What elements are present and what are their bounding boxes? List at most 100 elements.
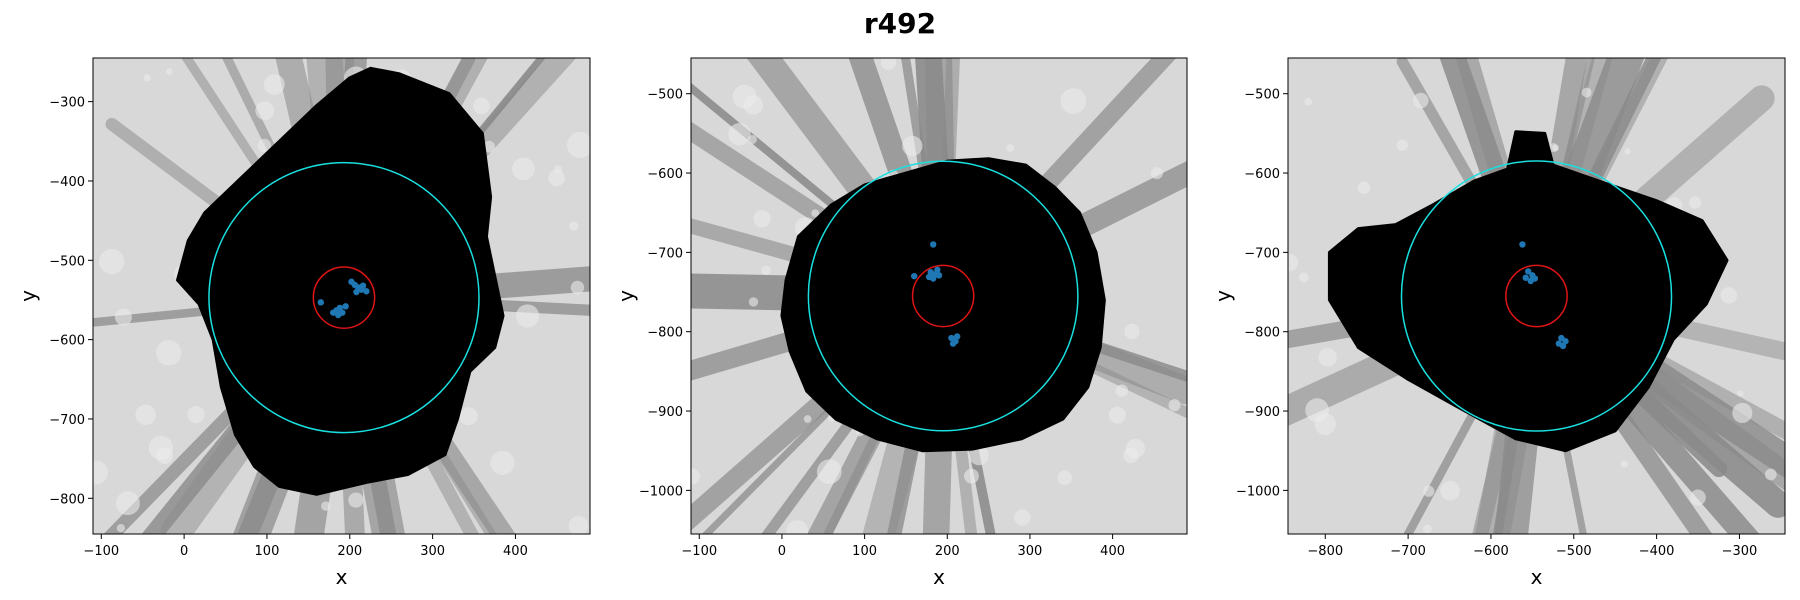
data-point	[911, 272, 918, 280]
background-speck	[786, 520, 809, 534]
data-point	[1519, 241, 1526, 248]
data-point	[359, 282, 367, 289]
x-tick-label: −500	[1556, 544, 1592, 559]
data-point	[1562, 338, 1569, 345]
background-speck	[1014, 509, 1031, 526]
y-tick-label: −900	[647, 405, 683, 420]
axes-frame	[690, 57, 1188, 535]
panel-1: −100 0 100 200 300 400 −800 −700 −600 −500 −400 −30…	[16, 57, 591, 589]
y-tick-label: −400	[49, 175, 85, 190]
y-tick-label: −800	[49, 492, 85, 507]
background-speck	[803, 415, 812, 423]
plot-area-2	[691, 58, 1187, 534]
background-speck	[1108, 406, 1126, 424]
data-point	[949, 340, 957, 347]
background-speck	[1764, 468, 1777, 481]
background-speck	[512, 157, 535, 181]
background-speck	[1581, 87, 1592, 98]
data-point	[1525, 268, 1532, 275]
background-speck	[569, 221, 579, 231]
y-tick-label: −800	[647, 326, 683, 341]
background-speck	[753, 210, 771, 228]
background-speck	[1168, 399, 1181, 412]
data-point	[330, 309, 337, 316]
background-speck	[257, 138, 272, 153]
data-point	[930, 275, 937, 282]
x-tick-label: 300	[420, 544, 445, 559]
x-axis-label: x	[1531, 565, 1543, 589]
background-speck	[964, 468, 979, 484]
background-speck	[761, 265, 771, 275]
data-point	[935, 272, 943, 279]
x-tick-label: −100	[681, 544, 717, 559]
background-speck	[1125, 438, 1145, 459]
background-speck	[570, 280, 585, 295]
y-tick-label: −1000	[639, 484, 683, 499]
background-speck	[490, 450, 515, 475]
background-speck	[348, 492, 364, 508]
background-speck	[567, 131, 590, 158]
background-speck	[116, 523, 125, 533]
panel-2: −100 0 100 200 300 400−1000−900−800−700−600−5…	[614, 57, 1188, 589]
background-speck	[114, 308, 132, 326]
y-tick-label: −1000	[1236, 484, 1280, 499]
background-speck	[748, 297, 759, 307]
panel-3: −800 −700 −600 −500 −400 −300 −1000 −900 −800 −70…	[1211, 57, 1786, 589]
background-speck	[728, 122, 751, 146]
y-tick-label: −500	[647, 88, 683, 103]
outer-circle	[208, 161, 480, 434]
x-tick-label: 200	[935, 544, 960, 559]
background-speck	[515, 304, 540, 328]
background-speck	[321, 501, 331, 511]
panels: −100 0 100 200 300 400−800−700−600−500−400−30…	[16, 57, 1786, 589]
y-axis-label: y	[1211, 290, 1235, 302]
background-speck	[568, 515, 589, 534]
y-tick-label: −300	[49, 96, 85, 111]
x-tick-label: 200	[337, 544, 362, 559]
x-tick-label: 0	[778, 544, 786, 559]
background-speck	[1440, 480, 1460, 501]
background-speck	[93, 460, 108, 485]
data-point	[1559, 342, 1567, 350]
background-speck	[1552, 144, 1559, 152]
x-axis-label: x	[336, 565, 348, 589]
data-point	[953, 333, 961, 340]
inner-circle	[1505, 264, 1568, 328]
background-speck	[1689, 196, 1702, 209]
background-speck	[732, 84, 757, 109]
background-speck	[1413, 92, 1429, 109]
background-speck	[473, 97, 490, 115]
axes-frame	[1287, 57, 1786, 535]
x-tick-label: −400	[1639, 544, 1675, 559]
plot-area-3	[1288, 58, 1785, 534]
data-point	[334, 311, 342, 319]
point-cloud	[175, 66, 505, 496]
background-speck	[969, 445, 989, 466]
background-speck	[156, 447, 173, 464]
background-speck	[1620, 460, 1629, 468]
data-point	[1531, 275, 1539, 282]
background-speck	[1060, 88, 1087, 114]
background-speck	[1006, 144, 1015, 152]
y-tick-label: −600	[647, 167, 683, 182]
figure-title: r492	[864, 7, 936, 40]
x-tick-label: 300	[1018, 544, 1043, 559]
background-speck	[902, 135, 923, 157]
background-speck	[1288, 253, 1299, 272]
data-point	[363, 288, 370, 295]
background-speck	[1298, 272, 1309, 283]
point-cloud	[1327, 130, 1729, 453]
data-point	[353, 288, 360, 296]
background-speck	[1732, 402, 1753, 424]
x-tick-label: −300	[1722, 544, 1758, 559]
background-speck	[811, 209, 820, 218]
background-speck	[255, 101, 275, 121]
background-speck	[156, 340, 182, 366]
x-tick-label: 400	[503, 544, 528, 559]
y-tick-label: −600	[49, 334, 85, 349]
y-tick-label: −800	[1244, 326, 1280, 341]
background-speck	[1423, 485, 1435, 497]
axes-frame	[92, 57, 591, 535]
background-speck	[1124, 323, 1140, 339]
